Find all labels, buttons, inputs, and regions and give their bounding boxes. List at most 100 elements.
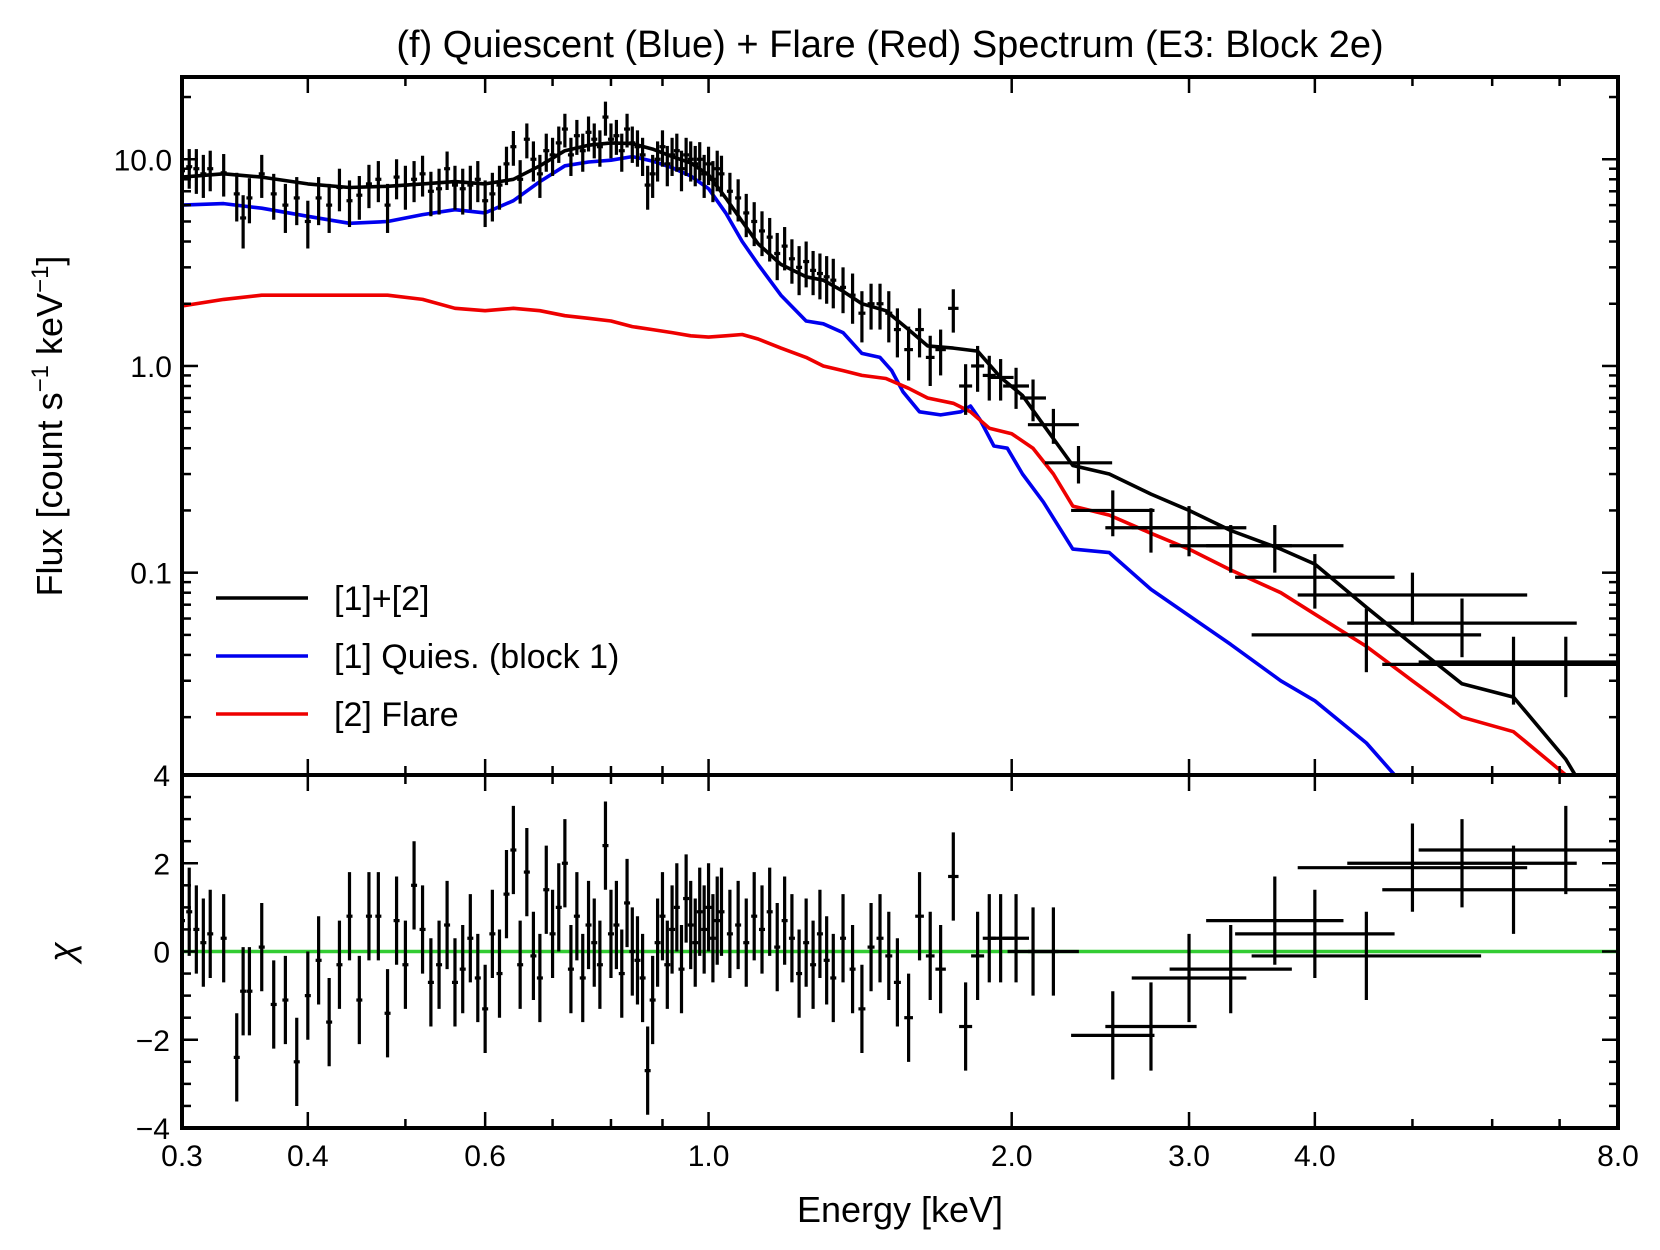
data-point-70 <box>692 145 699 187</box>
residual-point-15 <box>326 977 333 1067</box>
data-point-12 <box>293 177 300 226</box>
residual-point-105 <box>971 911 985 1001</box>
residual-point-33 <box>482 964 489 1053</box>
residual-point-104 <box>959 982 973 1071</box>
residual-point-95 <box>867 902 875 992</box>
residual-point-9 <box>258 902 265 992</box>
residual-point-22 <box>393 876 400 965</box>
residual-point-113 <box>1131 933 1247 1023</box>
residual-point-45 <box>561 819 568 908</box>
residual-point-53 <box>607 889 614 978</box>
residual-point-119 <box>1347 819 1577 908</box>
data-point-37 <box>510 130 517 166</box>
residual-point-67 <box>678 925 685 1014</box>
data-point-82 <box>766 217 773 262</box>
data-point-6 <box>233 172 240 222</box>
residual-point-88 <box>810 920 817 1009</box>
residual-point-59 <box>639 933 646 1023</box>
residual-point-43 <box>549 889 556 978</box>
residual-point-86 <box>796 929 803 1018</box>
residual-point-103 <box>948 832 959 921</box>
residual-point-7 <box>240 947 247 1036</box>
x-tick-label-7: 8.0 <box>1597 1140 1639 1173</box>
residual-point-71 <box>696 867 703 956</box>
chi-tick-label-2: 0 <box>153 937 170 970</box>
data-point-36 <box>503 146 510 186</box>
data-point-8 <box>246 178 253 224</box>
data-point-73 <box>705 146 712 186</box>
model-line-1 <box>182 154 1396 775</box>
data-point-26 <box>427 171 434 217</box>
residual-point-8 <box>246 947 253 1036</box>
data-point-48 <box>579 133 586 172</box>
residual-point-100 <box>915 872 924 961</box>
data-point-4 <box>207 150 214 192</box>
residual-point-116 <box>1235 889 1395 978</box>
data-point-60 <box>644 165 651 210</box>
residual-point-78 <box>735 880 742 970</box>
data-point-16 <box>336 168 343 212</box>
data-point-102 <box>935 329 946 376</box>
data-point-88 <box>810 250 817 296</box>
data-point-116 <box>1206 525 1344 573</box>
x-tick-label-4: 2.0 <box>991 1140 1033 1173</box>
residual-point-110 <box>1027 907 1079 996</box>
residual-point-3 <box>200 898 207 987</box>
data-point-98 <box>893 308 901 358</box>
residual-point-68 <box>683 854 690 943</box>
data-point-59 <box>639 137 646 176</box>
flux-tick-label-1: 1.0 <box>130 351 172 384</box>
data-point-93 <box>849 273 856 324</box>
data-point-10 <box>270 173 277 220</box>
data-point-92 <box>840 267 847 314</box>
data-point-14 <box>315 177 322 226</box>
residual-point-92 <box>840 894 847 983</box>
data-point-30 <box>459 168 466 215</box>
data-point-104 <box>959 364 973 415</box>
data-point-54 <box>613 119 620 155</box>
residual-point-42 <box>543 845 550 934</box>
residual-point-114 <box>1169 925 1292 1014</box>
data-point-21 <box>384 183 391 233</box>
data-point-71 <box>696 142 703 181</box>
data-point-25 <box>419 155 426 197</box>
residual-point-70 <box>692 898 699 987</box>
data-point-64 <box>664 145 671 187</box>
data-point-19 <box>365 164 372 209</box>
residual-point-11 <box>282 955 289 1045</box>
data-point-122 <box>1418 636 1618 698</box>
data-point-11 <box>282 183 289 233</box>
residual-point-98 <box>893 938 901 1027</box>
x-tick-label-6: 4.0 <box>1294 1140 1336 1173</box>
residual-point-21 <box>384 969 391 1058</box>
energy-tick-labels: 0.3 0.4 0.6 1.0 2.0 3.0 4.0 8.0 <box>161 1140 1639 1173</box>
data-point-5 <box>220 154 227 197</box>
residual-point-112 <box>1105 982 1197 1071</box>
data-point-103 <box>948 289 959 333</box>
residual-point-82 <box>766 867 773 956</box>
data-point-24 <box>411 161 418 203</box>
data-point-114 <box>1131 506 1247 557</box>
data-point-69 <box>687 141 694 182</box>
data-point-38 <box>517 160 524 204</box>
residual-point-36 <box>503 850 510 939</box>
data-point-51 <box>596 130 603 167</box>
data-point-119 <box>1297 572 1528 625</box>
residual-point-46 <box>567 925 574 1014</box>
residual-point-2 <box>193 885 200 974</box>
data-point-44 <box>555 126 562 163</box>
residual-point-69 <box>687 880 694 970</box>
data-point-90 <box>823 256 830 304</box>
data-point-99 <box>904 326 913 381</box>
data-point-40 <box>530 141 537 182</box>
data-point-63 <box>659 130 666 167</box>
residual-point-23 <box>402 920 409 1009</box>
residual-point-121 <box>1418 805 1618 895</box>
residual-point-47 <box>573 872 580 961</box>
chart-title: (f) Quiescent (Blue) + Flare (Red) Spect… <box>396 24 1383 66</box>
data-point-20 <box>375 161 382 203</box>
residual-point-37 <box>510 805 517 895</box>
residual-point-29 <box>451 938 458 1027</box>
residual-point-94 <box>858 964 866 1053</box>
